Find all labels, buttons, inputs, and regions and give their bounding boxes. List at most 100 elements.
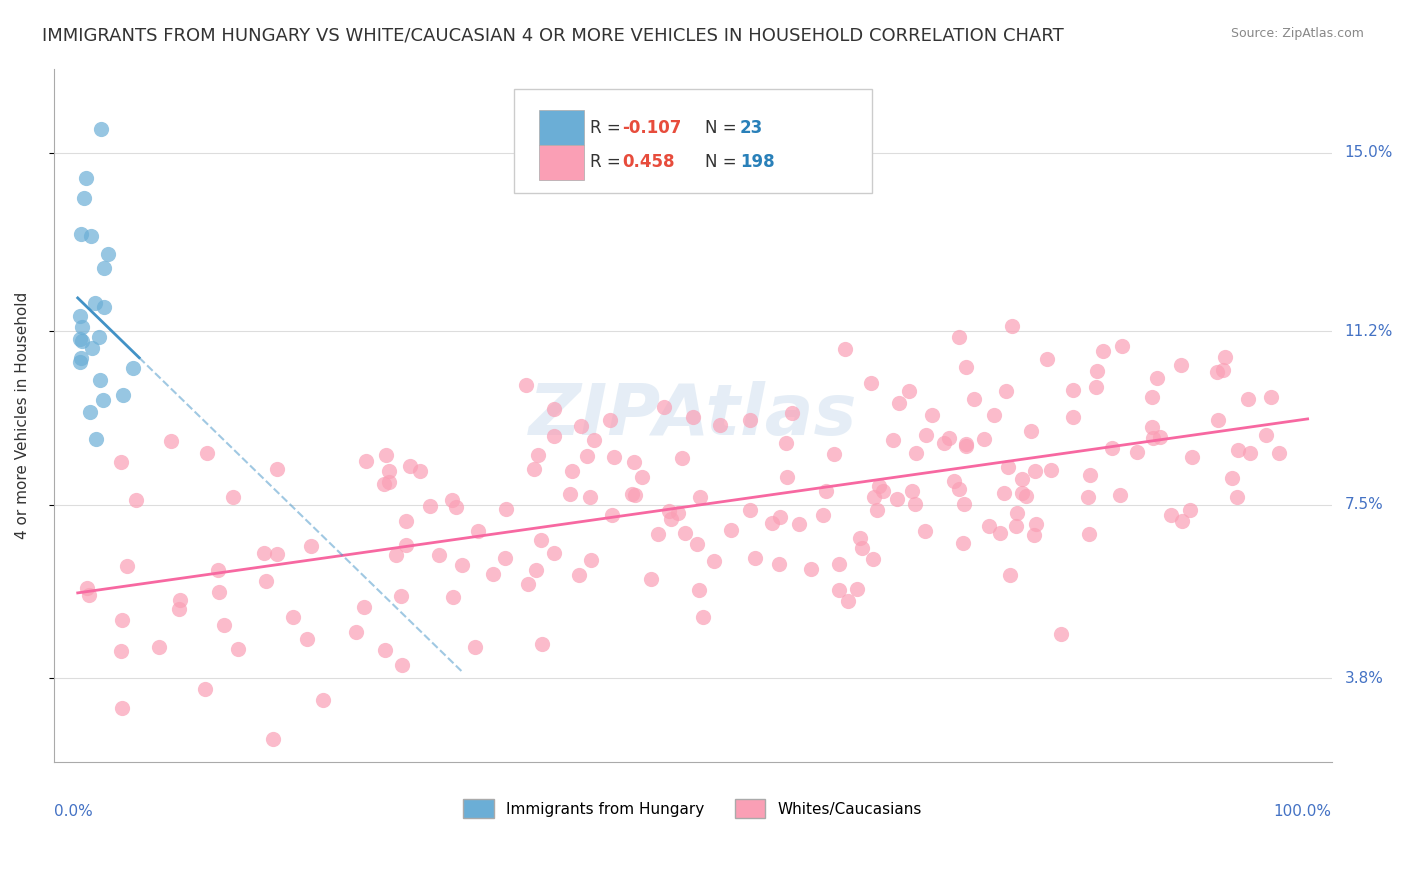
Point <box>1146 371 1168 385</box>
Point <box>863 491 886 505</box>
Point <box>834 343 856 357</box>
Point <box>955 438 977 452</box>
Point <box>640 572 662 586</box>
Point <box>169 593 191 607</box>
Point <box>391 658 413 673</box>
Point <box>973 432 995 446</box>
Point <box>301 539 323 553</box>
Point <box>69 332 91 346</box>
Point <box>1109 488 1132 502</box>
Point <box>111 613 134 627</box>
Point <box>872 483 894 498</box>
Point <box>73 191 96 205</box>
Point <box>1062 409 1084 424</box>
Point <box>93 300 115 314</box>
Point <box>1178 503 1201 517</box>
Point <box>527 448 550 462</box>
Point <box>167 602 190 616</box>
Point <box>666 506 689 520</box>
Text: 198: 198 <box>740 153 775 171</box>
Point <box>934 436 956 450</box>
Point <box>378 464 401 478</box>
Point <box>295 632 318 646</box>
Text: 0.458: 0.458 <box>623 153 675 171</box>
Point <box>688 582 710 597</box>
Text: R =: R = <box>591 119 627 136</box>
Point <box>515 377 537 392</box>
Point <box>623 488 645 502</box>
Point <box>354 454 377 468</box>
Point <box>1011 486 1033 500</box>
Point <box>823 447 845 461</box>
Point <box>579 553 602 567</box>
Point <box>266 461 288 475</box>
Point <box>768 558 790 572</box>
Point <box>780 405 803 419</box>
Point <box>283 610 305 624</box>
Point <box>75 170 97 185</box>
Point <box>903 498 925 512</box>
Point <box>97 246 120 260</box>
Point <box>262 731 284 746</box>
Point <box>312 693 335 707</box>
Point <box>1025 516 1047 531</box>
Point <box>83 296 105 310</box>
Point <box>630 470 652 484</box>
FancyBboxPatch shape <box>540 145 583 179</box>
Point <box>561 464 583 478</box>
Point <box>70 334 93 348</box>
Point <box>1078 526 1101 541</box>
Point <box>384 548 406 562</box>
Point <box>868 479 890 493</box>
Point <box>266 547 288 561</box>
Point <box>1254 428 1277 442</box>
Point <box>828 557 851 571</box>
Point <box>427 548 450 562</box>
Point <box>776 470 799 484</box>
Point <box>1039 463 1062 477</box>
Point <box>948 330 970 344</box>
Point <box>93 261 115 276</box>
Point <box>543 546 565 560</box>
Point <box>862 552 884 566</box>
Point <box>1126 445 1149 459</box>
Point <box>212 617 235 632</box>
Point <box>467 524 489 538</box>
Point <box>1014 490 1036 504</box>
Point <box>1005 506 1028 520</box>
Point <box>524 563 547 577</box>
Point <box>1171 514 1194 528</box>
Point <box>998 567 1021 582</box>
Point <box>399 458 422 473</box>
Point <box>866 502 889 516</box>
Point <box>837 593 859 607</box>
Point <box>1011 471 1033 485</box>
Point <box>394 538 416 552</box>
Point <box>197 446 219 460</box>
Point <box>738 413 761 427</box>
Point <box>253 546 276 560</box>
Point <box>1220 471 1243 485</box>
Point <box>125 493 148 508</box>
Point <box>1237 392 1260 406</box>
Text: 7.5%: 7.5% <box>1344 497 1384 512</box>
Point <box>450 558 472 572</box>
Point <box>1160 508 1182 522</box>
Point <box>962 392 984 406</box>
Point <box>623 455 645 469</box>
Point <box>652 400 675 414</box>
Point <box>914 427 936 442</box>
Text: 23: 23 <box>740 119 763 136</box>
Point <box>254 574 277 589</box>
Point <box>993 485 1015 500</box>
Point <box>148 640 170 654</box>
Point <box>851 541 873 555</box>
Point <box>1227 442 1250 457</box>
Point <box>517 577 540 591</box>
Point <box>1260 391 1282 405</box>
Point <box>1024 464 1046 478</box>
Point <box>744 550 766 565</box>
Point <box>208 584 231 599</box>
Point <box>1140 390 1163 404</box>
Point <box>1170 359 1192 373</box>
